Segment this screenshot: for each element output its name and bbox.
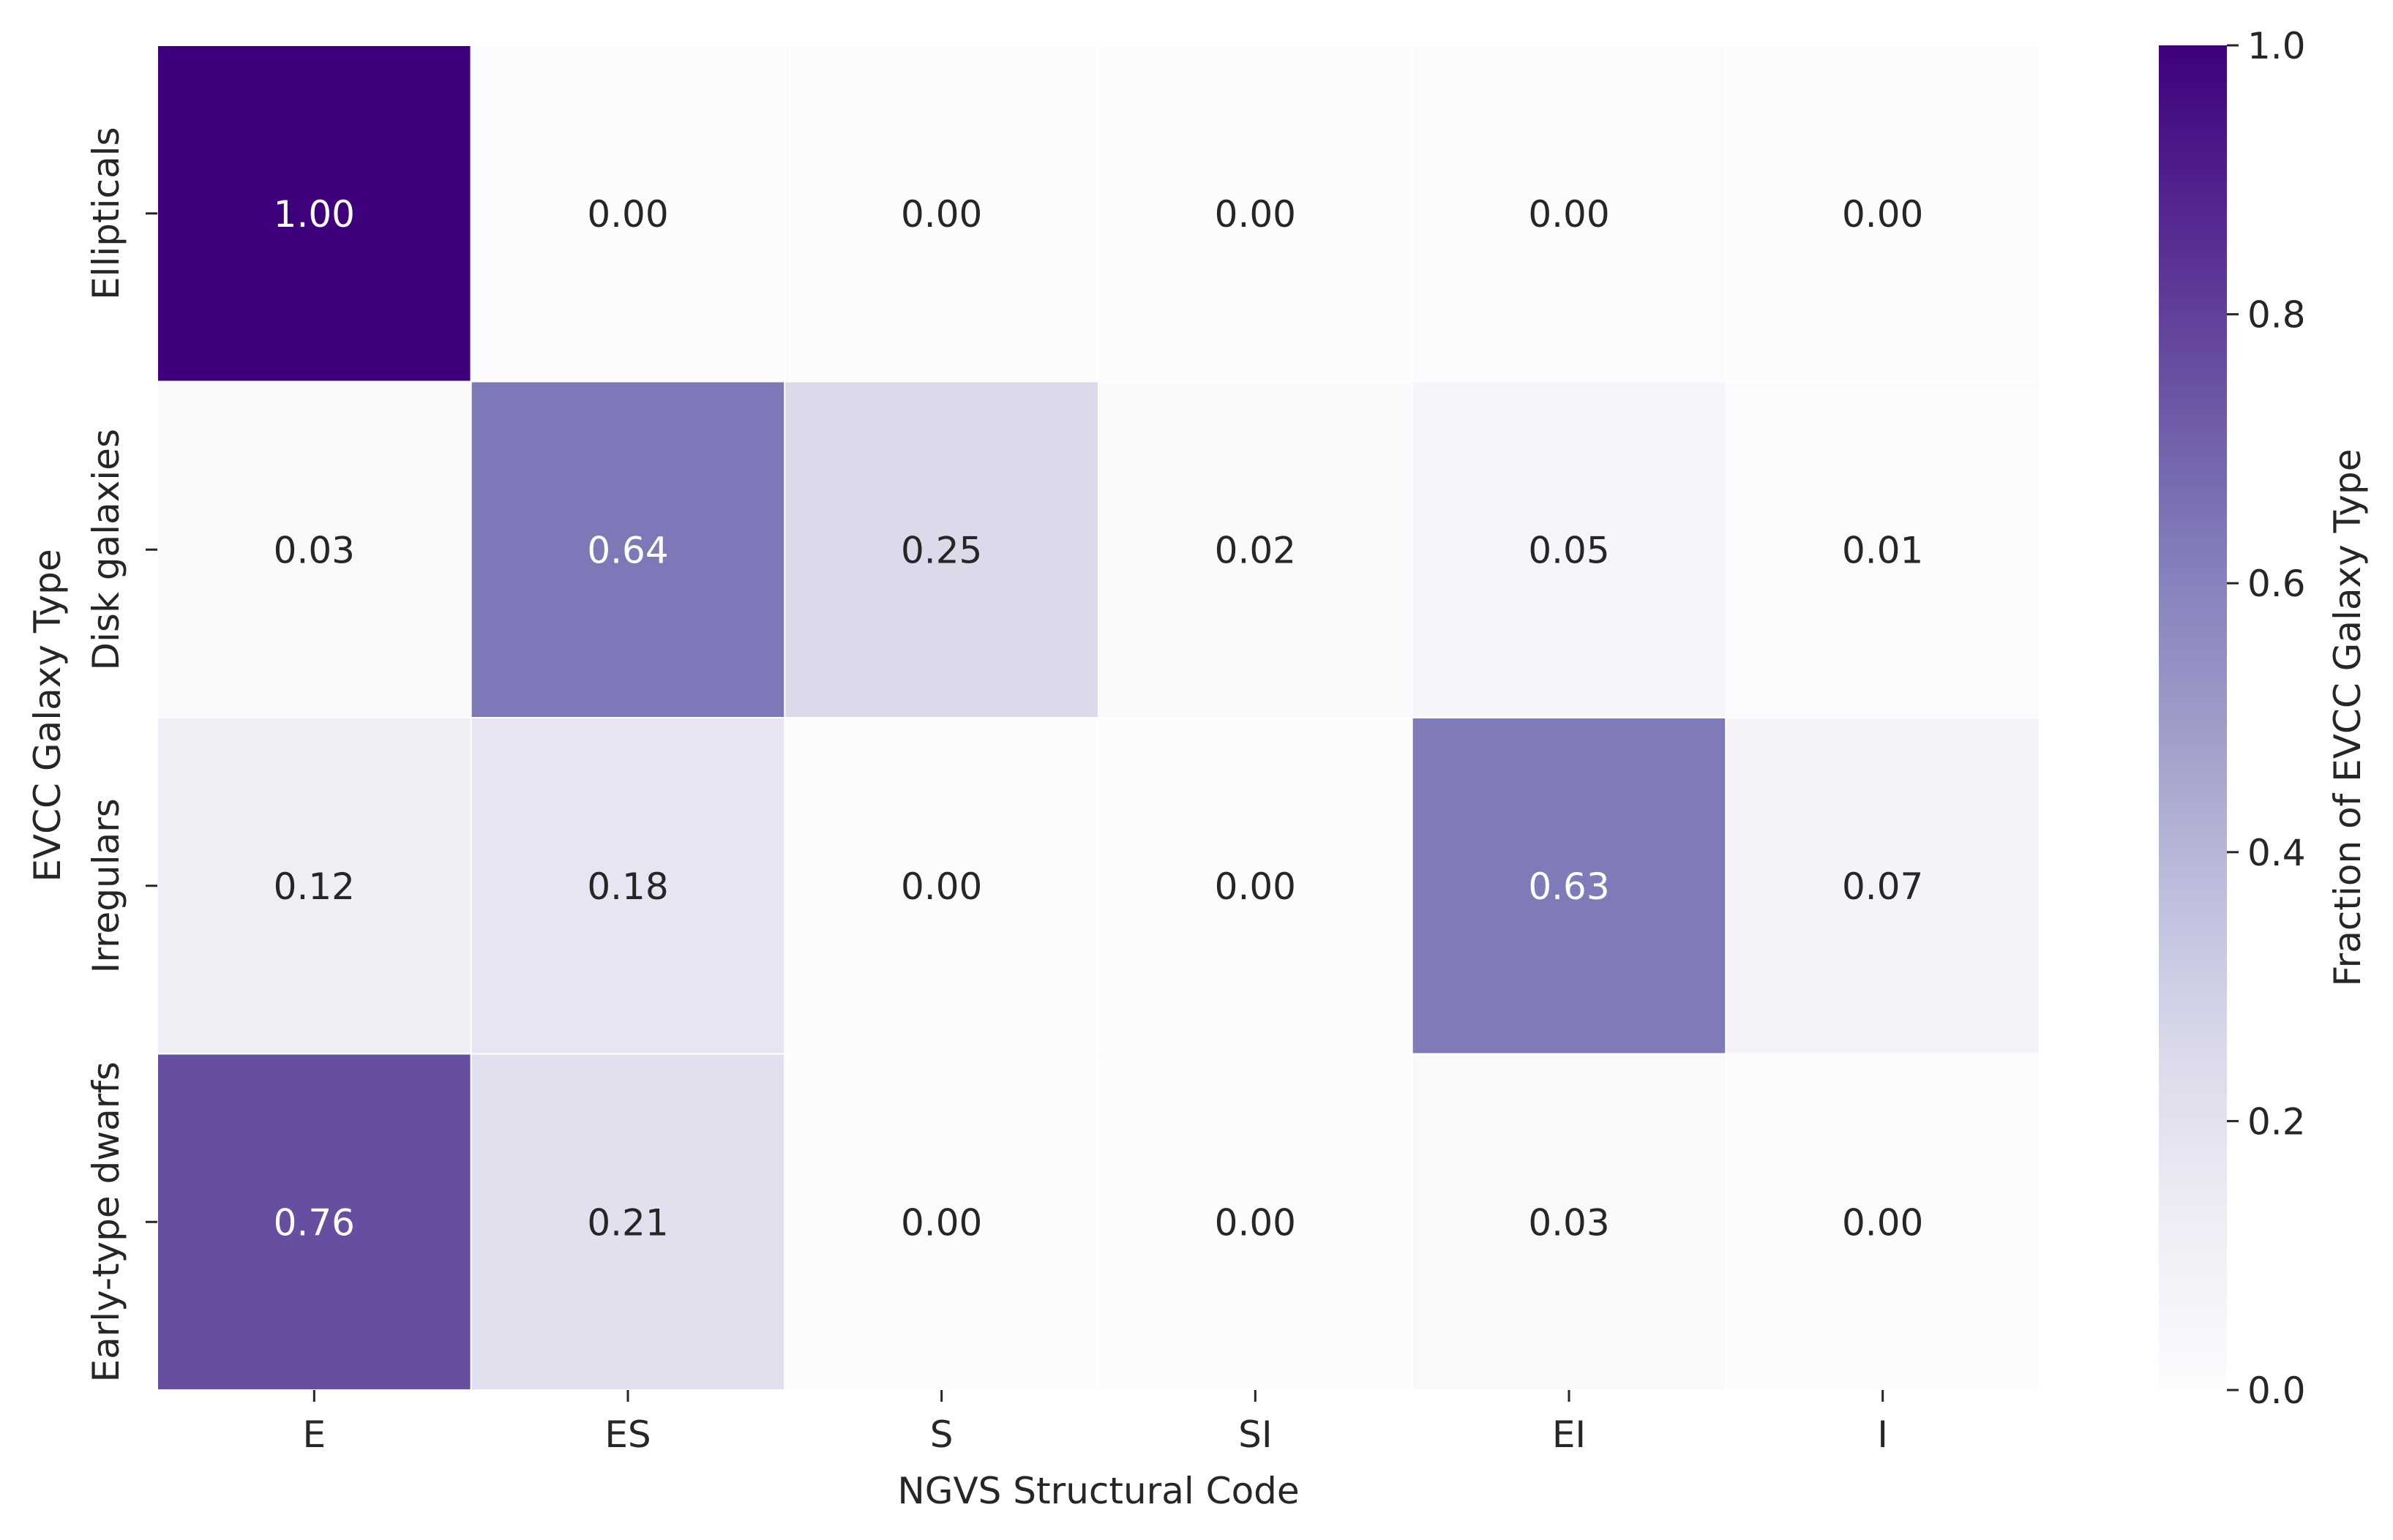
heatmap-cell xyxy=(470,45,786,383)
cell-value-label: 0.00 xyxy=(587,193,668,236)
heatmap-cell xyxy=(1725,45,2040,383)
colorbar-tick-label: 0.0 xyxy=(2247,1370,2306,1412)
x-tick-label: S xyxy=(930,1413,954,1456)
heatmap-cell xyxy=(1098,45,1413,383)
cell-value-label: 0.00 xyxy=(1842,193,1923,236)
cell-value-label: 0.21 xyxy=(587,1201,668,1244)
y-axis: Ellipticals Disk galaxies Irregulars Early-… xyxy=(85,127,157,1383)
heatmap-annotations: 1.00 0.00 0.00 0.00 0.00 0.00 0.03 0.64 0.25 0.02… xyxy=(274,193,1924,1244)
cell-value-label: 1.00 xyxy=(274,193,355,236)
cell-value-label: 0.00 xyxy=(901,865,982,908)
cell-value-label: 0.00 xyxy=(1215,1201,1296,1244)
colorbar-tick-label: 0.2 xyxy=(2247,1100,2306,1143)
heatmap-cell xyxy=(470,380,786,718)
cell-value-label: 0.64 xyxy=(587,529,668,571)
y-tick-label: Ellipticals xyxy=(85,127,127,300)
heatmap-cell xyxy=(157,45,472,383)
colorbar-gradient xyxy=(2159,45,2227,1390)
colorbar-tick-label: 0.8 xyxy=(2247,294,2306,337)
y-tick-label: Irregulars xyxy=(85,798,127,973)
heatmap-cell xyxy=(157,1053,472,1391)
x-tick-label: I xyxy=(1877,1413,1888,1456)
x-tick-label: EI xyxy=(1552,1413,1586,1456)
heatmap-cell xyxy=(1411,45,1727,383)
cell-value-label: 0.25 xyxy=(901,529,982,571)
cell-value-label: 0.01 xyxy=(1842,529,1923,571)
heatmap-cells xyxy=(157,45,2040,1391)
cell-value-label: 0.12 xyxy=(274,865,355,908)
y-tick-label: Disk galaxies xyxy=(85,429,127,671)
heatmap-cell xyxy=(1098,380,1413,718)
cell-value-label: 0.00 xyxy=(901,193,982,236)
heatmap-cell xyxy=(1725,717,2040,1055)
cell-value-label: 0.07 xyxy=(1842,865,1923,908)
x-axis-label: NGVS Structural Code xyxy=(897,1470,1299,1512)
heatmap-cell xyxy=(157,717,472,1055)
x-tick-label: SI xyxy=(1238,1413,1272,1456)
heatmap-cell xyxy=(1411,1053,1727,1391)
cell-value-label: 0.00 xyxy=(1842,1201,1923,1244)
cell-value-label: 0.02 xyxy=(1215,529,1296,571)
cell-value-label: 0.63 xyxy=(1528,865,1609,908)
cell-value-label: 0.00 xyxy=(1215,193,1296,236)
cell-value-label: 0.05 xyxy=(1528,529,1609,571)
colorbar: 0.0 0.2 0.4 0.6 0.8 1.0 xyxy=(2159,25,2306,1412)
x-axis: E ES S SI EI I xyxy=(303,1390,1888,1456)
colorbar-tick-label: 0.6 xyxy=(2247,563,2306,605)
heatmap-cell xyxy=(1725,380,2040,718)
cell-value-label: 0.03 xyxy=(274,529,355,571)
cell-value-label: 0.18 xyxy=(587,865,668,908)
colorbar-label: Fraction of EVCC Galaxy Type xyxy=(2326,449,2369,987)
heatmap-cell xyxy=(470,1053,786,1391)
cell-value-label: 0.03 xyxy=(1528,1201,1609,1244)
heatmap-cell xyxy=(1725,1053,2040,1391)
heatmap-cell xyxy=(784,1053,1100,1391)
heatmap-cell xyxy=(157,380,472,718)
y-tick-label: Early-type dwarfs xyxy=(85,1062,127,1383)
cell-value-label: 0.00 xyxy=(901,1201,982,1244)
cell-value-label: 0.76 xyxy=(274,1201,355,1244)
y-axis-label: EVCC Galaxy Type xyxy=(26,549,69,882)
cell-value-label: 0.00 xyxy=(1215,865,1296,908)
heatmap-cell xyxy=(1411,717,1727,1055)
x-tick-label: E xyxy=(303,1413,326,1456)
heatmap-cell xyxy=(784,45,1100,383)
heatmap-cell xyxy=(784,717,1100,1055)
colorbar-tick-label: 0.4 xyxy=(2247,832,2306,874)
heatmap-cell xyxy=(1098,717,1413,1055)
heatmap-cell xyxy=(1098,1053,1413,1391)
cell-value-label: 0.00 xyxy=(1528,193,1609,236)
x-tick-label: ES xyxy=(604,1413,651,1456)
heatmap-cell xyxy=(470,717,786,1055)
colorbar-tick-label: 1.0 xyxy=(2247,25,2306,67)
